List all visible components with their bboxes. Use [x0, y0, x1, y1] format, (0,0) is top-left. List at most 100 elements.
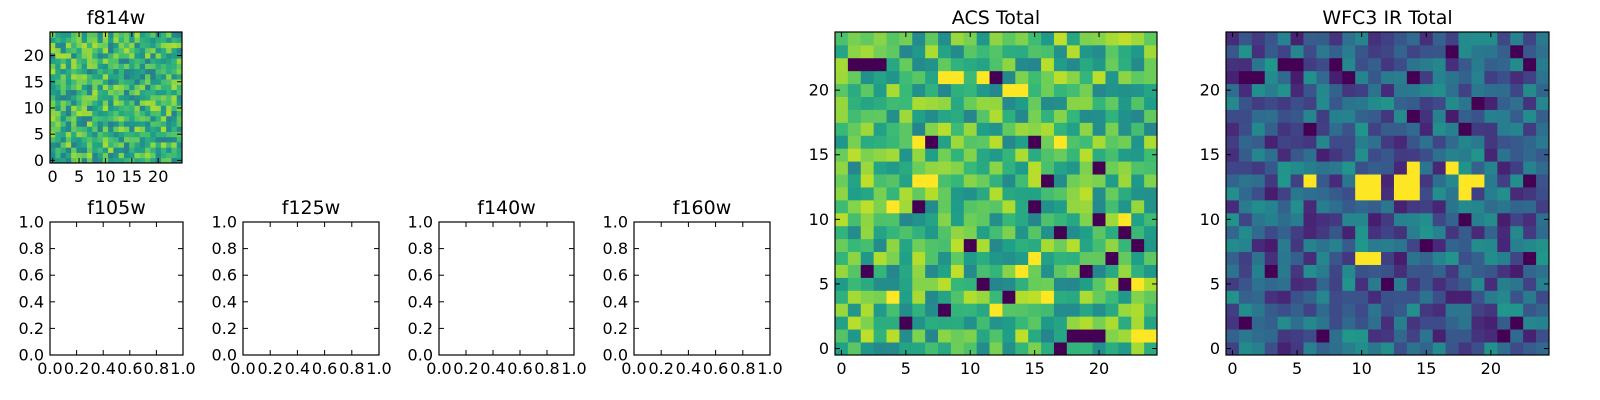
heatmap-cell: [118, 52, 125, 59]
heatmap-cell: [60, 126, 67, 132]
heatmap-cell: [1226, 57, 1240, 72]
heatmap-cell: [171, 94, 178, 101]
heatmap-cell: [1393, 32, 1408, 46]
heatmap-cell: [912, 161, 926, 175]
heatmap-cell: [160, 47, 167, 54]
heatmap-cell: [113, 147, 120, 153]
heatmap-cell: [102, 63, 109, 70]
heatmap-cell: [899, 96, 913, 110]
heatmap-cell: [1458, 70, 1472, 85]
heatmap-cell: [1484, 96, 1498, 110]
heatmap-cell: [1238, 135, 1253, 149]
heatmap-cell: [1092, 303, 1106, 317]
heatmap-cell: [65, 58, 72, 64]
heatmap-cell: [1393, 238, 1408, 253]
heatmap-cell: [1497, 70, 1511, 85]
heatmap-cell: [873, 96, 887, 110]
heatmap-cell: [835, 303, 849, 317]
heatmap-cell: [145, 142, 151, 148]
heatmap-cell: [108, 32, 114, 38]
heatmap-cell: [97, 52, 104, 59]
heatmap-cell: [1393, 303, 1408, 317]
heatmap-cell: [166, 79, 172, 85]
heatmap-cell: [118, 147, 125, 153]
heatmap-cell: [950, 187, 965, 201]
heatmap-cell: [55, 68, 61, 75]
heatmap-cell: [145, 157, 151, 164]
heatmap-cell: [1445, 109, 1459, 123]
heatmap-cell: [1226, 277, 1240, 291]
heatmap-cell: [1406, 290, 1421, 304]
heatmap-cell: [1355, 135, 1369, 149]
heatmap-cell: [1066, 187, 1081, 201]
heatmap-cell: [989, 148, 1003, 162]
heatmap-cell: [60, 121, 67, 127]
heatmap-cell: [1041, 96, 1055, 110]
heatmap-cell: [938, 70, 952, 85]
heatmap-cell: [160, 73, 167, 80]
heatmap-cell: [1381, 342, 1395, 356]
heatmap-cell: [171, 147, 178, 153]
heatmap-cell: [1445, 238, 1459, 253]
heatmap-cell: [1406, 303, 1421, 317]
heatmap-cell: [1066, 109, 1081, 123]
heatmap-cell: [938, 264, 952, 278]
heatmap-cell: [1316, 187, 1330, 201]
heatmap-cell: [860, 264, 875, 278]
heatmap-cell: [1419, 57, 1434, 72]
y-tick-label: 15: [1200, 145, 1220, 164]
heatmap-cell: [989, 44, 1003, 59]
heatmap-cell: [1368, 303, 1382, 317]
heatmap-cell: [155, 142, 162, 148]
heatmap-cell: [912, 70, 926, 85]
heatmap-cell: [1355, 329, 1369, 343]
heatmap-cell: [176, 115, 183, 122]
heatmap-cell: [150, 84, 156, 91]
heatmap-cell: [1342, 212, 1356, 227]
heatmap-cell: [1445, 57, 1459, 72]
heatmap-cell: [102, 126, 109, 132]
heatmap-cell: [171, 63, 178, 70]
heatmap-cell: [134, 63, 141, 70]
heatmap-cell: [1497, 199, 1511, 214]
heatmap-cell: [1536, 148, 1550, 162]
heatmap-cell: [1523, 238, 1537, 253]
heatmap-cell: [1066, 174, 1081, 188]
heatmap-cell: [899, 290, 913, 304]
heatmap-cell: [160, 157, 167, 164]
heatmap-cell: [860, 148, 875, 162]
heatmap-cell: [1251, 70, 1266, 85]
heatmap-cell: [1028, 264, 1042, 278]
heatmap-cell: [1484, 212, 1498, 227]
x-tick-label: 10: [1351, 359, 1371, 378]
heatmap-cell: [123, 84, 130, 91]
heatmap-cell: [873, 251, 887, 265]
heatmap-cell: [1303, 212, 1317, 227]
heatmap-cell: [1131, 212, 1145, 227]
heatmap-cell: [873, 329, 887, 343]
heatmap-cell: [938, 290, 952, 304]
heatmap-cell: [108, 89, 114, 96]
heatmap-cell: [1238, 161, 1253, 175]
heatmap-cell: [150, 89, 156, 96]
heatmap-cell: [1497, 57, 1511, 72]
heatmap-cell: [65, 79, 72, 85]
heatmap-cell: [976, 342, 990, 356]
y-tick-label: 20: [809, 81, 829, 100]
heatmap-cell: [1002, 83, 1016, 97]
heatmap-cell: [55, 94, 61, 101]
heatmap-cell: [1445, 225, 1459, 240]
heatmap-cell: [1484, 148, 1498, 162]
heatmap-cell: [92, 37, 98, 43]
heatmap-cell: [1079, 32, 1093, 46]
heatmap-cell: [1510, 122, 1524, 136]
heatmap-cell: [1015, 122, 1029, 136]
heatmap-cell: [1329, 187, 1343, 201]
heatmap-cell: [1510, 342, 1524, 356]
heatmap-cell: [145, 52, 151, 59]
heatmap-cell: [1002, 70, 1016, 85]
heatmap-cell: [1066, 238, 1081, 253]
heatmap-cell: [860, 122, 875, 136]
